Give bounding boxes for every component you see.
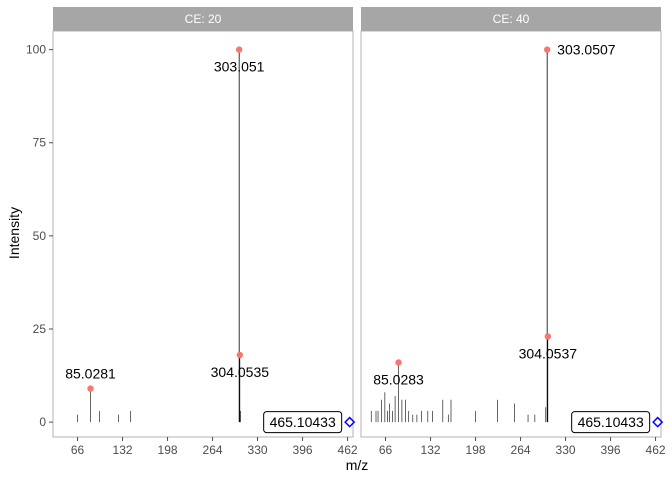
peak-label: 303.051 bbox=[214, 59, 265, 75]
x-tick-label: 66 bbox=[379, 443, 393, 457]
facet-strip-label: CE: 20 bbox=[185, 12, 222, 26]
peak-point bbox=[544, 333, 552, 340]
peak-label: 304.0535 bbox=[211, 364, 270, 380]
peak-label: 304.0537 bbox=[519, 345, 578, 361]
facet-strip-label: CE: 40 bbox=[493, 12, 530, 26]
y-tick-label: 75 bbox=[33, 136, 47, 150]
y-tick-label: 0 bbox=[39, 415, 46, 429]
peak-point bbox=[395, 359, 402, 366]
x-tick-label: 396 bbox=[293, 443, 313, 457]
precursor-marker bbox=[344, 416, 356, 428]
x-tick-label: 198 bbox=[158, 443, 178, 457]
precursor-label-box bbox=[263, 411, 343, 434]
peak-label: 85.0281 bbox=[65, 366, 116, 382]
panel-2: CE: 40 66 132 198 264 330 396 462 85.0283 303.050… bbox=[360, 7, 666, 457]
peak-point bbox=[236, 351, 244, 359]
peak-label: 85.0283 bbox=[373, 372, 424, 388]
precursor-marker bbox=[652, 416, 664, 428]
precursor-label: 465.10433 bbox=[578, 414, 644, 430]
panel-1: CE: 20 66 132 198 264 330 396 462 0 25 50 75 100 85.0… bbox=[26, 7, 358, 457]
facet-strip bbox=[53, 7, 353, 31]
y-tick-label: 100 bbox=[26, 43, 46, 57]
x-tick-label: 198 bbox=[466, 443, 486, 457]
x-tick-label: 132 bbox=[113, 443, 133, 457]
peak-label: 303.0507 bbox=[557, 42, 616, 58]
x-tick-label: 66 bbox=[71, 443, 85, 457]
x-tick-label: 462 bbox=[338, 443, 358, 457]
x-tick-label: 462 bbox=[646, 443, 666, 457]
x-tick-label: 264 bbox=[511, 443, 531, 457]
x-tick-label: 330 bbox=[248, 443, 268, 457]
y-axis-title: Intensity bbox=[6, 207, 22, 259]
peak-point bbox=[235, 46, 243, 53]
x-tick-label: 396 bbox=[601, 443, 621, 457]
x-tick-label: 132 bbox=[421, 443, 441, 457]
peak-point bbox=[87, 385, 94, 392]
x-tick-label: 264 bbox=[203, 443, 223, 457]
x-tick-label: 330 bbox=[556, 443, 576, 457]
precursor-label: 465.10433 bbox=[270, 414, 336, 430]
y-tick-label: 50 bbox=[33, 229, 47, 243]
panel-background bbox=[52, 30, 354, 438]
precursor-label-box bbox=[571, 411, 651, 434]
y-tick-label: 25 bbox=[33, 322, 47, 336]
facet-strip bbox=[361, 7, 661, 31]
panel-background bbox=[360, 30, 662, 438]
x-axis-title: m/z bbox=[346, 457, 369, 473]
peak-point bbox=[543, 46, 551, 53]
